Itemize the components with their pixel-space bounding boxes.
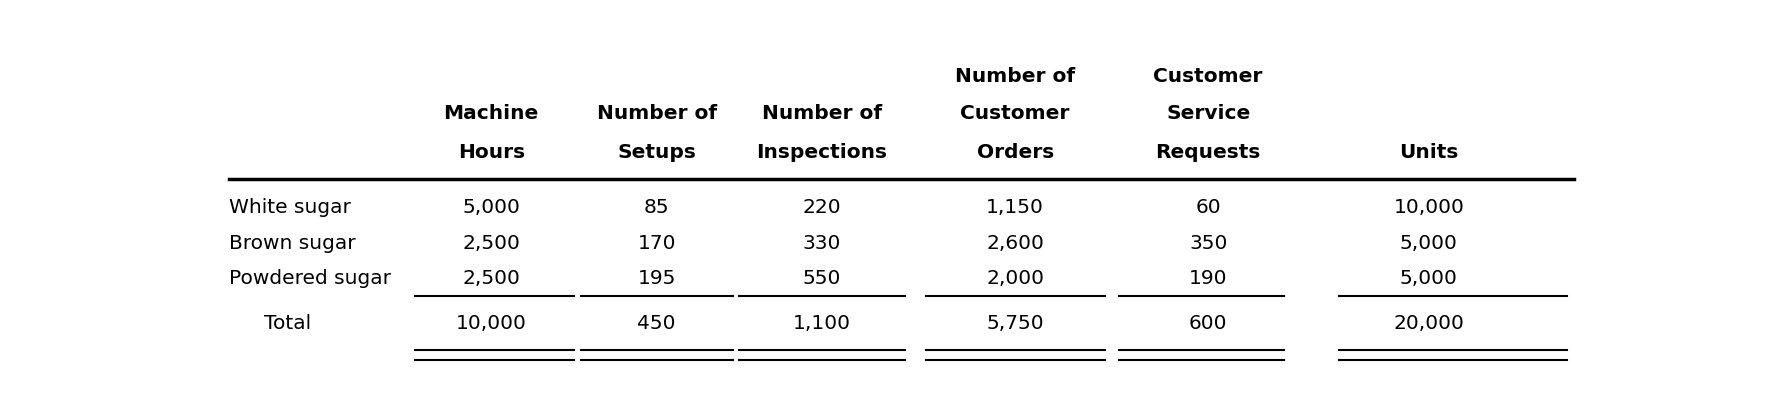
- Text: 5,000: 5,000: [1400, 269, 1457, 288]
- Text: 2,600: 2,600: [986, 234, 1044, 253]
- Text: 1,100: 1,100: [793, 313, 850, 332]
- Text: Setups: Setups: [617, 143, 696, 161]
- Text: 550: 550: [802, 269, 841, 288]
- Text: Number of: Number of: [761, 104, 882, 123]
- Text: 5,750: 5,750: [986, 313, 1044, 332]
- Text: 190: 190: [1188, 269, 1228, 288]
- Text: 10,000: 10,000: [455, 313, 527, 332]
- Text: Number of: Number of: [596, 104, 717, 123]
- Text: 600: 600: [1188, 313, 1228, 332]
- Text: 195: 195: [637, 269, 676, 288]
- Text: Number of: Number of: [955, 68, 1075, 86]
- Text: Customer: Customer: [1153, 68, 1263, 86]
- Text: 5,000: 5,000: [463, 198, 519, 217]
- Text: 450: 450: [637, 313, 676, 332]
- Text: 5,000: 5,000: [1400, 234, 1457, 253]
- Text: 2,500: 2,500: [463, 269, 519, 288]
- Text: Orders: Orders: [977, 143, 1053, 161]
- Text: 330: 330: [802, 234, 841, 253]
- Text: 220: 220: [802, 198, 841, 217]
- Text: Units: Units: [1398, 143, 1459, 161]
- Text: Inspections: Inspections: [756, 143, 888, 161]
- Text: 1,150: 1,150: [986, 198, 1044, 217]
- Text: Customer: Customer: [961, 104, 1069, 123]
- Text: Hours: Hours: [457, 143, 525, 161]
- Text: 85: 85: [644, 198, 669, 217]
- Text: 10,000: 10,000: [1393, 198, 1464, 217]
- Text: Brown sugar: Brown sugar: [229, 234, 356, 253]
- Text: 60: 60: [1195, 198, 1220, 217]
- Text: 350: 350: [1188, 234, 1228, 253]
- Text: Requests: Requests: [1156, 143, 1261, 161]
- Text: 2,000: 2,000: [986, 269, 1044, 288]
- Text: White sugar: White sugar: [229, 198, 350, 217]
- Text: 2,500: 2,500: [463, 234, 519, 253]
- Text: 20,000: 20,000: [1393, 313, 1464, 332]
- Text: Total: Total: [263, 313, 311, 332]
- Text: Powdered sugar: Powdered sugar: [229, 269, 391, 288]
- Text: Service: Service: [1165, 104, 1251, 123]
- Text: 170: 170: [637, 234, 676, 253]
- Text: Machine: Machine: [443, 104, 539, 123]
